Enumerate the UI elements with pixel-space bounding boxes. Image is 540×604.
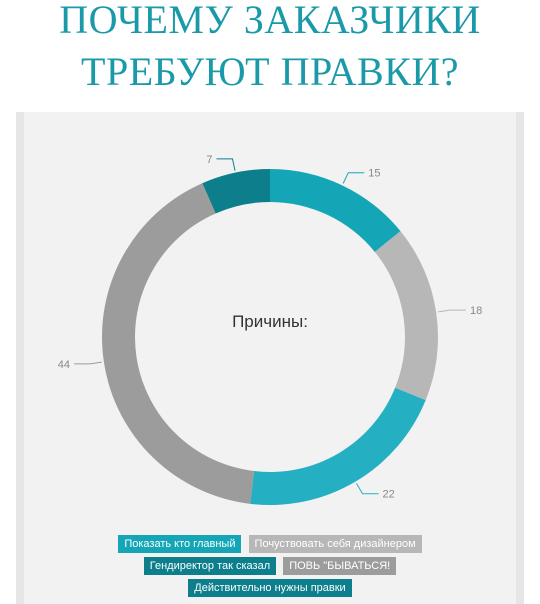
- chart-legend: Показать кто главный Почуствовать себя д…: [0, 534, 540, 600]
- donut-slice: [374, 231, 439, 401]
- legend-row-1: Показать кто главный Почуствовать себя д…: [0, 534, 540, 556]
- data-label: 7: [206, 154, 212, 166]
- data-label: 15: [368, 168, 380, 180]
- donut-chart: 7 15 18 22 44 Причины:: [58, 154, 483, 505]
- legend-item-feel-like-designer: Почуствовать себя дизайнером: [248, 535, 422, 553]
- data-label-leader: [342, 172, 365, 184]
- donut-slice: [270, 169, 401, 252]
- data-label-leader: [73, 361, 102, 365]
- data-label-leader: [356, 483, 379, 495]
- data-label: 22: [383, 489, 395, 501]
- chart-center-label: Причины:: [232, 312, 308, 331]
- legend-item-ceo-said-so: Гендиректор так сказал: [143, 557, 277, 575]
- legend-row-2: Гендиректор так сказал ПОВЬ "БЫВАТЬСЯ!: [0, 556, 540, 578]
- legend-item-really-need-edits: Действительно нужны правки: [188, 579, 352, 597]
- donut-data-labels: 7 15 18 22 44: [58, 154, 483, 501]
- data-label-leader: [216, 158, 236, 171]
- data-label: 18: [470, 305, 482, 317]
- data-label: 44: [58, 359, 70, 371]
- legend-row-3: Действительно нужны правки: [0, 578, 540, 600]
- title-line-1: ПОЧЕМУ ЗАКАЗЧИКИ: [59, 0, 481, 42]
- donut-slices: [101, 169, 439, 505]
- legend-item-show-who-is-boss: Показать кто главный: [118, 535, 242, 553]
- donut-slice: [202, 169, 270, 214]
- legend-item-show-off: ПОВЬ "БЫВАТЬСЯ!: [283, 557, 397, 575]
- donut-slice: [250, 387, 426, 505]
- data-label-leader: [438, 309, 467, 313]
- donut-slice: [101, 183, 255, 504]
- title-line-2: ТРЕБУЮТ ПРАВКИ?: [81, 49, 459, 94]
- page-title: ПОЧЕМУ ЗАКАЗЧИКИ ТРЕБУЮТ ПРАВКИ?: [0, 0, 540, 98]
